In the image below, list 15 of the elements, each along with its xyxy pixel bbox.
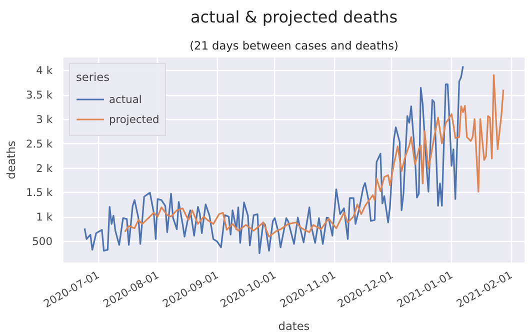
chart-subtitle: (21 days between cases and deaths) <box>190 38 398 52</box>
y-tick-label: 3.5 k <box>26 88 54 102</box>
y-tick-label: 1 k <box>36 210 54 224</box>
y-tick-label: 4 k <box>36 64 54 78</box>
y-tick-label: 2 k <box>36 162 54 175</box>
y-tick-label: 2.5 k <box>26 137 54 150</box>
chart-title: actual & projected deaths <box>190 8 398 26</box>
y-tick-label: 500 <box>32 235 53 248</box>
y-tick-label: 3 k <box>36 112 54 126</box>
x-axis-title: dates <box>278 319 310 334</box>
legend-label: projected <box>109 112 160 126</box>
legend-label: actual <box>109 92 142 106</box>
y-tick-label: 1.5 k <box>26 186 54 200</box>
y-axis-title: deaths <box>4 140 18 180</box>
legend-title: series <box>76 70 111 84</box>
